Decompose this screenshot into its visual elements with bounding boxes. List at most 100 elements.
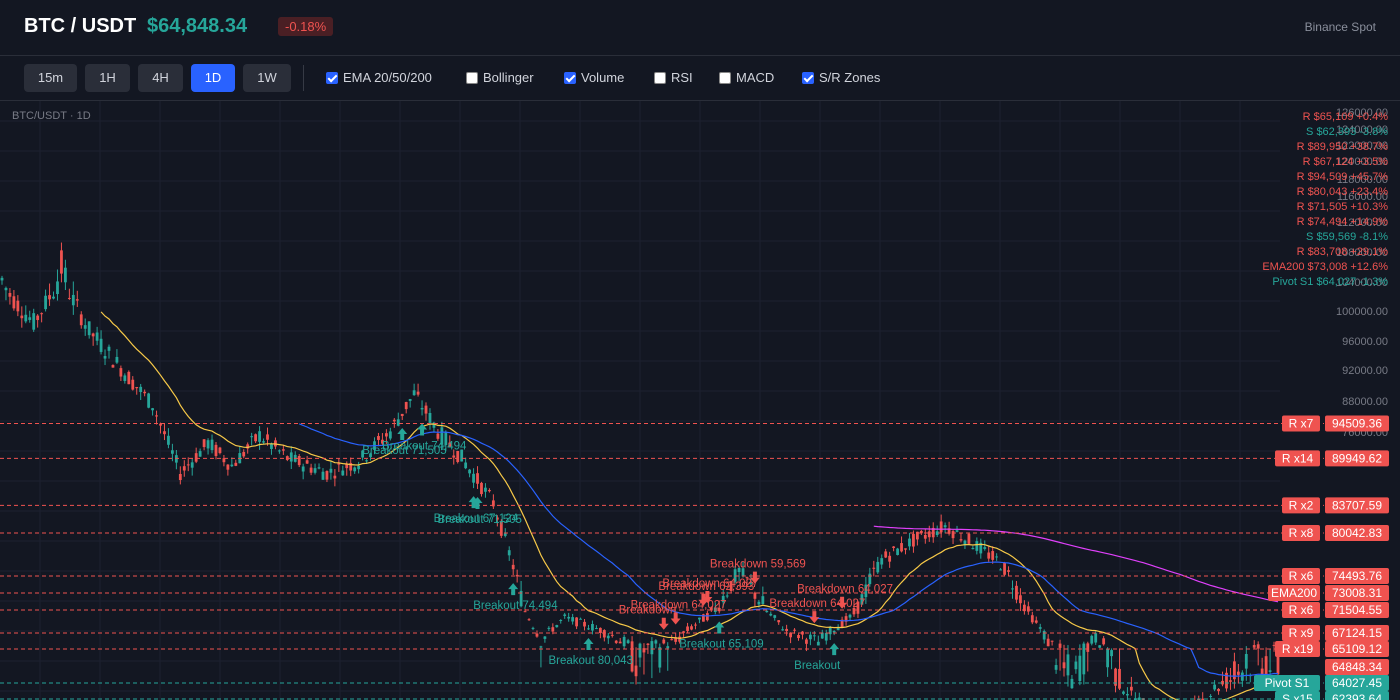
level-value-box	[1325, 584, 1389, 601]
candle-body	[595, 628, 598, 630]
candle-body	[912, 533, 915, 547]
candle-body	[444, 432, 448, 445]
candle-body	[686, 626, 689, 632]
candle-body	[844, 616, 848, 622]
candle-body	[396, 419, 400, 426]
candle-body	[983, 547, 987, 549]
timeframe-4h-button[interactable]: 4H	[138, 64, 183, 92]
candle-body	[987, 552, 991, 559]
candle-body	[939, 521, 943, 533]
breakdown-label: Breakdown	[619, 605, 677, 617]
candle-body	[167, 435, 170, 445]
grid-lines	[0, 101, 1280, 700]
candle-body	[551, 627, 555, 632]
timeframe-15m-button[interactable]: 15m	[24, 64, 77, 92]
candle-body	[1221, 680, 1224, 685]
level-value-box	[1325, 524, 1389, 541]
candle-body	[491, 500, 495, 507]
candle-body	[1240, 672, 1244, 681]
level-tag-box	[1275, 450, 1320, 467]
timeframe-1w-button[interactable]: 1W	[243, 64, 291, 92]
macd-toggle-label: MACD	[736, 70, 775, 85]
candle-body	[638, 643, 642, 658]
y-axis-tick-label: 126000.00	[1336, 107, 1388, 119]
level-value: 89949.62	[1332, 451, 1382, 465]
candle-body	[1126, 694, 1129, 696]
rsi-checkbox[interactable]	[654, 72, 666, 84]
candle-body	[935, 531, 939, 536]
candle-body	[428, 413, 432, 425]
level-tag-box	[1254, 674, 1320, 691]
candle-body	[741, 568, 745, 577]
candle-body	[1034, 620, 1038, 623]
candle-body	[828, 626, 832, 635]
level-tag-box	[1282, 524, 1320, 541]
candle-body	[234, 462, 238, 466]
candle-body	[206, 440, 210, 449]
candle-body	[1058, 643, 1062, 648]
sr-zones-checkbox[interactable]	[802, 72, 814, 84]
price-chart[interactable]: 126000.00 124000.00 122000.00 120000.00 1180…	[0, 101, 1400, 700]
candle-body	[539, 646, 543, 648]
level-value: 67124.15	[1332, 626, 1382, 640]
timeframe-1h-button[interactable]: 1H	[85, 64, 130, 92]
candle-body	[1137, 697, 1141, 700]
bollinger-checkbox[interactable]	[466, 72, 478, 84]
y-axis-tick-label: 124000.00	[1336, 124, 1388, 136]
candle-body	[793, 629, 796, 631]
candle-body	[484, 487, 487, 492]
level-tag-box	[1282, 497, 1320, 514]
candle-body	[583, 621, 586, 627]
candle-body	[182, 466, 186, 471]
candle-body	[313, 468, 317, 473]
ema-checkbox[interactable]	[326, 72, 338, 84]
candle-body	[381, 439, 384, 444]
candle-body	[1201, 698, 1205, 700]
candle-body	[1090, 635, 1094, 644]
candle-body	[135, 387, 139, 389]
level-tag-box	[1282, 568, 1320, 585]
candle-body	[277, 450, 281, 452]
level-value: 74493.76	[1332, 569, 1382, 583]
candle-body	[674, 637, 678, 642]
candle-body	[848, 614, 852, 618]
zone-list-item: R $89,950 +38.7%	[1297, 141, 1389, 153]
candle-body	[999, 569, 1003, 571]
candle-body	[709, 607, 713, 611]
level-value-box	[1325, 415, 1389, 432]
candle-body	[456, 451, 460, 462]
candle-body	[56, 281, 59, 295]
breakdown-arrow-icon	[809, 611, 820, 624]
level-tag-box	[1282, 415, 1320, 432]
candle-body	[448, 442, 452, 447]
timeframe-1d-button[interactable]: 1D	[191, 64, 235, 92]
macd-checkbox[interactable]	[719, 72, 731, 84]
candle-body	[737, 567, 741, 573]
candle-body	[499, 521, 503, 536]
breakdown-arrow-icon	[702, 591, 713, 604]
candle-body	[48, 295, 51, 300]
breakdown-label: Breakdown 62,393	[658, 581, 754, 593]
level-tag: R x6	[1289, 603, 1314, 617]
candle-body	[967, 533, 971, 544]
candle-body	[888, 555, 892, 562]
candle-body	[1209, 695, 1213, 697]
breakout-label: Breakout 74,494	[473, 600, 558, 612]
zone-list-item: R $71,505 +10.3%	[1297, 201, 1389, 213]
candle-body	[789, 632, 792, 638]
pair-title: BTC / USDT	[24, 15, 137, 37]
candle-body	[880, 558, 884, 565]
candle-body	[222, 458, 226, 463]
volume-checkbox[interactable]	[564, 72, 576, 84]
level-tag: R x8	[1289, 526, 1314, 540]
breakout-arrow-icon	[714, 621, 725, 634]
candle-body	[1118, 668, 1121, 689]
candle-body	[614, 640, 618, 643]
y-axis-tick-label: 92000.00	[1342, 365, 1388, 377]
candle-body	[198, 451, 202, 457]
breakout-arrow-icon	[508, 583, 519, 596]
breakdown-arrow-icon	[670, 612, 681, 625]
candle-body	[1050, 640, 1054, 642]
candle-body	[281, 449, 285, 451]
candle-body	[753, 592, 757, 599]
